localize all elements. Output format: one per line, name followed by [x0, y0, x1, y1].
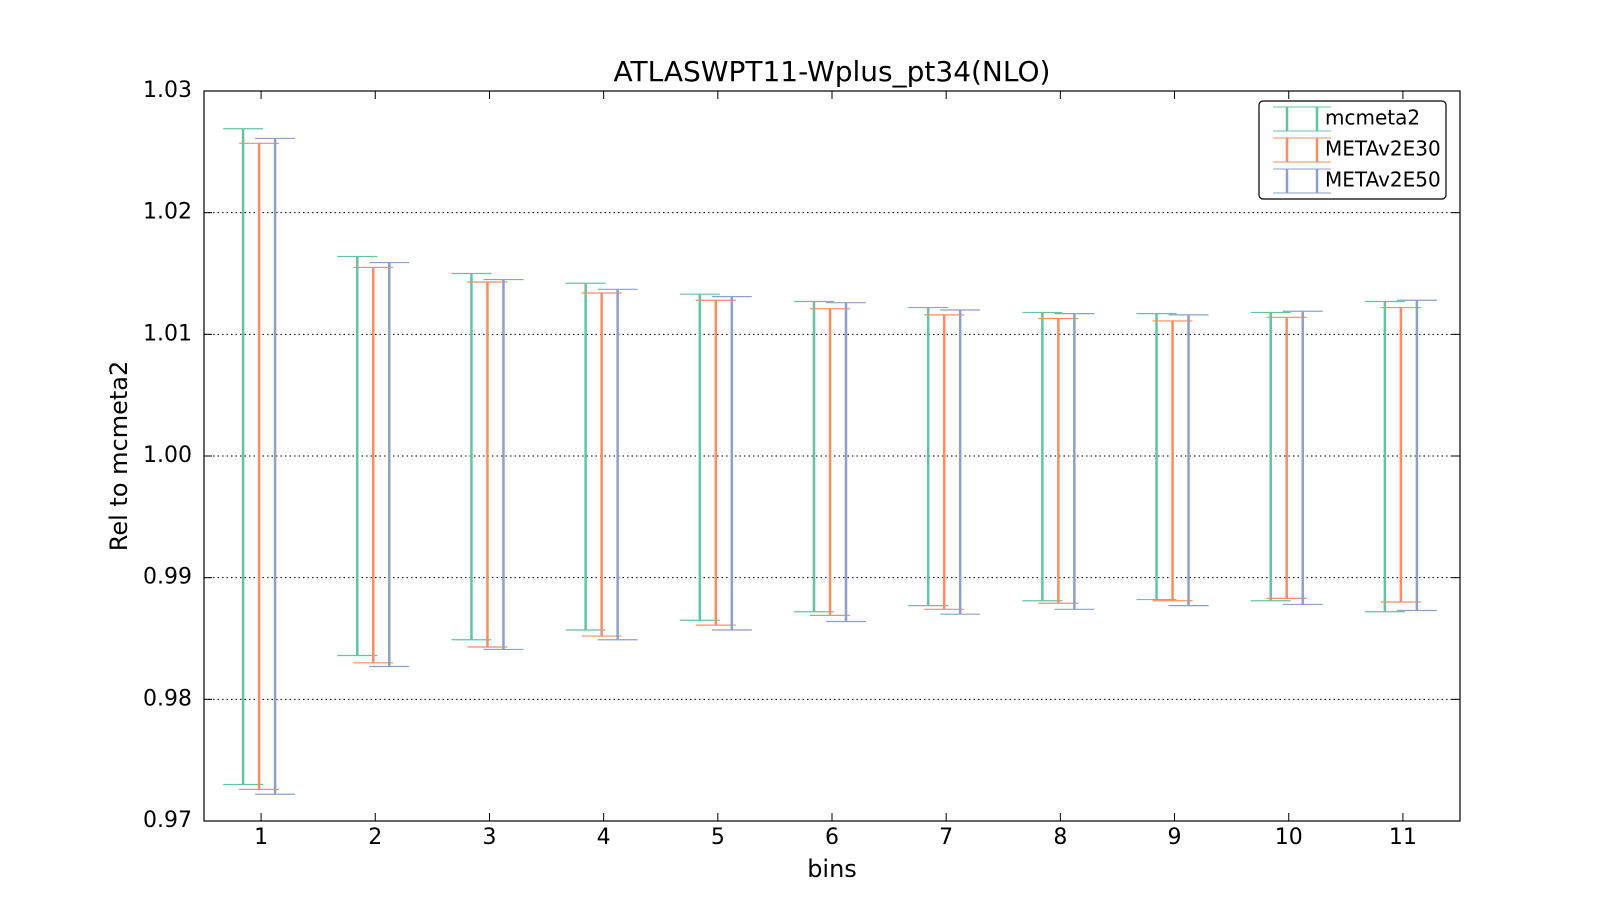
x-tick-label: 2 [368, 825, 382, 850]
x-tick-label: 8 [1053, 825, 1067, 850]
y-axis-label: Rel to mcmeta2 [105, 361, 133, 552]
x-tick-label: 1 [254, 825, 268, 850]
legend-label: METAv2E50 [1325, 168, 1441, 192]
chart-title: ATLASWPT11-Wplus_pt34(NLO) [614, 55, 1051, 88]
x-tick-label: 11 [1389, 825, 1417, 850]
y-tick-label: 1.03 [143, 78, 192, 103]
legend-box [1258, 100, 1447, 200]
legend-label: METAv2E30 [1325, 137, 1441, 161]
y-tick-label: 0.97 [143, 808, 192, 833]
y-tick-label: 0.98 [143, 686, 192, 711]
x-tick-label: 4 [597, 825, 611, 850]
y-tick-label: 1.00 [143, 443, 192, 468]
x-tick-label: 3 [482, 825, 496, 850]
x-tick-label: 9 [1168, 825, 1182, 850]
legend-label: mcmeta2 [1325, 106, 1420, 130]
plot-frame [203, 90, 1461, 822]
x-tick-label: 5 [711, 825, 725, 850]
x-tick-label: 10 [1275, 825, 1303, 850]
x-axis-label: bins [807, 855, 857, 883]
x-tick-label: 6 [825, 825, 839, 850]
y-tick-label: 1.01 [143, 321, 192, 346]
y-tick-label: 0.99 [143, 565, 192, 590]
x-tick-label: 7 [939, 825, 953, 850]
y-tick-label: 1.02 [143, 200, 192, 225]
